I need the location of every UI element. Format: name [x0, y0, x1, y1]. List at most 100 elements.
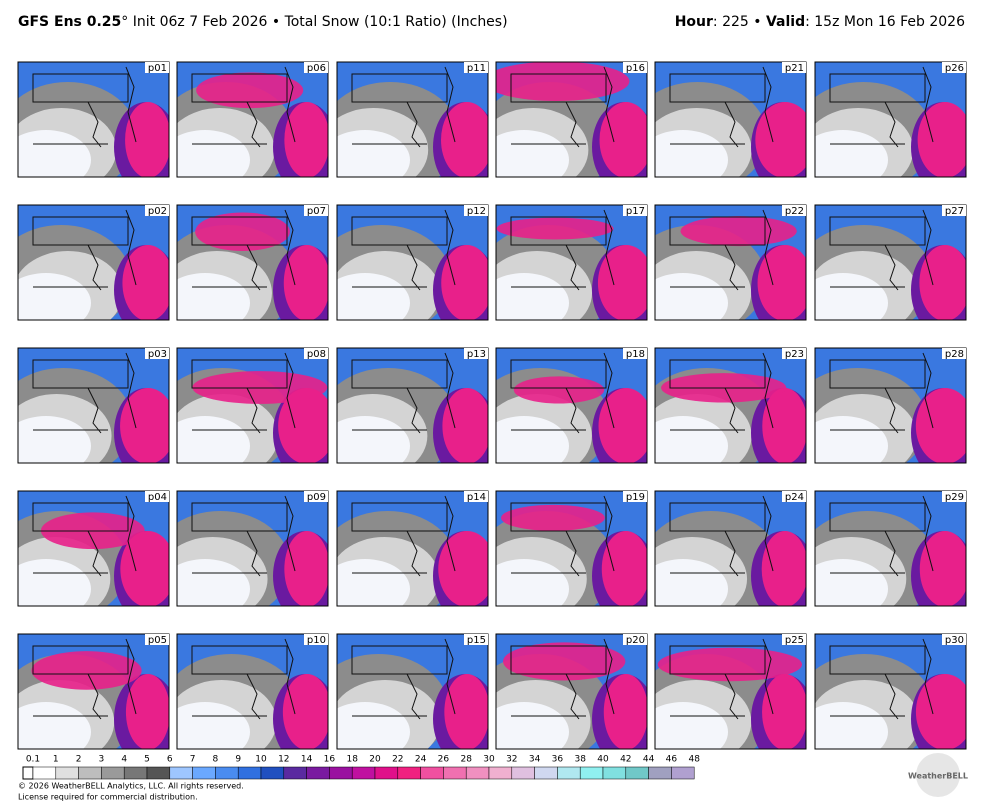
panel-label-bg: [623, 205, 647, 216]
magenta-zone: [278, 388, 328, 463]
snow-panel: [177, 205, 328, 320]
white-zone: [815, 702, 888, 749]
white-zone: [655, 702, 728, 749]
colorbar-label: 6: [167, 755, 173, 765]
snow-panel: [177, 62, 328, 177]
snow-panel: [815, 491, 966, 606]
white-zone: [18, 416, 91, 463]
state-borders: [510, 209, 615, 291]
panel-label-bg: [304, 491, 328, 502]
north-band: [502, 642, 626, 681]
panel-frame: [17, 347, 170, 464]
white-zone: [337, 559, 410, 606]
panel-label-bg: [464, 62, 488, 73]
panel-label-bg: [623, 491, 647, 502]
panel-frame: [176, 633, 329, 750]
colorbar-box: [146, 766, 171, 780]
colorbar-label: 20: [369, 755, 381, 765]
state-borders: [510, 495, 615, 577]
colorbar-label: 26: [438, 755, 450, 765]
colorbar-label: 1: [53, 755, 59, 765]
magenta-zone: [284, 102, 328, 177]
snow-panel: [337, 62, 488, 177]
panel-label: p26: [945, 63, 964, 74]
panel-frame: [814, 633, 967, 750]
panel-label: p22: [785, 206, 804, 217]
panel-frame: [336, 633, 489, 750]
north-band: [657, 647, 803, 682]
panel-label: p28: [945, 349, 964, 360]
panel-label-bg: [782, 491, 806, 502]
snow-panel: [815, 62, 966, 177]
white-zone: [337, 416, 410, 463]
magenta-zone: [284, 531, 328, 606]
panel-frame: [495, 490, 648, 607]
colorbar-box: [625, 766, 649, 780]
white-zone: [496, 416, 569, 463]
state-borders: [669, 209, 774, 291]
panel-label: p09: [307, 492, 326, 503]
state-borders: [510, 638, 615, 720]
colorbar-label: 32: [506, 755, 517, 765]
snow-panel: [496, 205, 647, 320]
colorbar-box: [420, 766, 444, 780]
white-zone: [655, 416, 728, 463]
colorbar-label: 0.1: [26, 755, 40, 765]
colorbar-label: 12: [278, 755, 289, 765]
panel-label: p17: [626, 206, 645, 217]
snow-panel: [815, 348, 966, 463]
valid-value: : 15z Mon 16 Feb 2026: [805, 14, 965, 30]
colorbar-box: [78, 766, 102, 780]
panel-frame: [495, 204, 648, 321]
panel-frame: [176, 490, 329, 607]
panel-label: p20: [626, 635, 645, 646]
colorbar-box: [443, 766, 467, 780]
panel-frame: [336, 490, 489, 607]
white-zone: [18, 273, 91, 320]
hour-label: Hour: [675, 14, 713, 30]
colorbar-box: [192, 766, 216, 780]
state-borders: [32, 66, 137, 148]
panel-frame: [17, 204, 170, 321]
colorbar-box: [237, 766, 262, 780]
snow-panel: [655, 205, 806, 320]
panel-label: p29: [945, 492, 964, 503]
panel-label: p13: [467, 349, 486, 360]
panel-frame: [814, 490, 967, 607]
magenta-zone: [601, 531, 647, 606]
colorbar-box: [123, 766, 148, 780]
panel-label: p18: [626, 349, 645, 360]
panel-label-bg: [942, 634, 966, 645]
colorbar-box: [534, 766, 558, 780]
panel-label-bg: [464, 348, 488, 359]
state-borders: [32, 638, 137, 720]
colorbar-box: [374, 766, 399, 780]
magenta-zone: [120, 531, 169, 606]
colorbar-label: 2: [76, 755, 82, 765]
panel-frame: [176, 204, 329, 321]
panel-frame: [654, 61, 807, 178]
magenta-zone: [762, 674, 806, 749]
snow-panel: [18, 205, 169, 320]
snow-panel: [177, 634, 328, 749]
panel-frame: [336, 61, 489, 178]
white-zone: [18, 130, 91, 177]
magenta-zone: [441, 245, 488, 320]
panel-label: p04: [148, 492, 167, 503]
colorbar-box: [306, 766, 330, 780]
white-zone: [337, 130, 410, 177]
colorbar-label: 3: [99, 755, 105, 765]
valid-label: Valid: [766, 14, 805, 30]
panel-label: p10: [307, 635, 326, 646]
panel-label: p21: [785, 63, 804, 74]
panel-label: p24: [785, 492, 804, 503]
colorbar-box: [579, 766, 604, 780]
colorbar-box: [465, 766, 490, 780]
colorbar-box: [488, 766, 513, 780]
state-borders: [510, 66, 615, 148]
state-borders: [669, 66, 774, 148]
white-zone: [655, 130, 728, 177]
panel-label-bg: [782, 205, 806, 216]
panel-label: p01: [148, 63, 167, 74]
snow-panel: [337, 634, 488, 749]
